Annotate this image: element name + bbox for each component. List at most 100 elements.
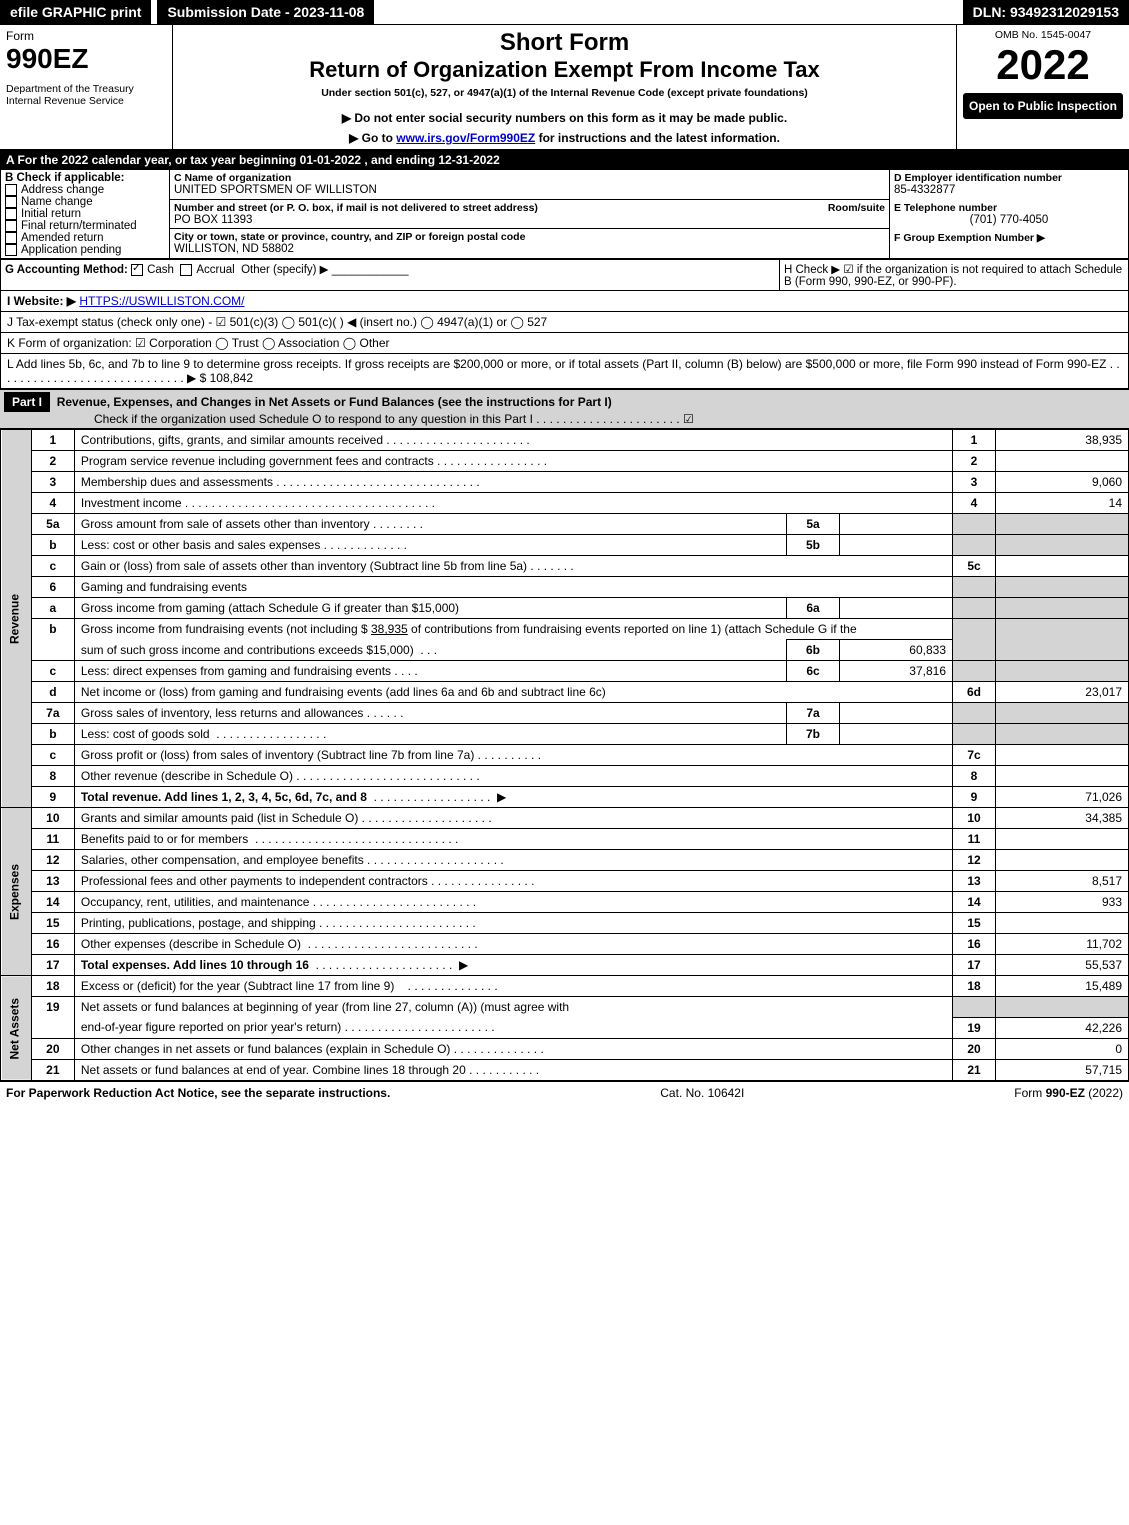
line-8-box: 8 xyxy=(953,766,996,787)
box-f-label: F Group Exemption Number ▶ xyxy=(894,232,1124,244)
footer-right-form: 990-EZ xyxy=(1046,1086,1085,1100)
line-6b-subval: 60,833 xyxy=(840,640,953,661)
line-5b-subbox: 5b xyxy=(787,535,840,556)
box-e-label: E Telephone number xyxy=(894,202,1124,214)
line-19-amount-shade xyxy=(996,997,1129,1018)
side-expenses: Expenses xyxy=(1,808,32,976)
line-6c-amount-shade xyxy=(996,661,1129,682)
line-1-box: 1 xyxy=(953,430,996,451)
line-20-amount: 0 xyxy=(996,1038,1129,1059)
line-6d-num: d xyxy=(31,682,74,703)
header-left: Form 990EZ Department of the Treasury In… xyxy=(0,25,173,149)
line-12-desc: Salaries, other compensation, and employ… xyxy=(74,850,952,871)
line-6b-desc2: sum of such gross income and contributio… xyxy=(74,640,786,661)
check-address-change[interactable]: Address change xyxy=(5,184,165,196)
line-g-label: G Accounting Method: xyxy=(5,264,128,276)
footer-mid: Cat. No. 10642I xyxy=(660,1086,744,1100)
box-def: D Employer identification number 85-4332… xyxy=(890,170,1129,259)
line-8-desc: Other revenue (describe in Schedule O) .… xyxy=(74,766,952,787)
check-label: Amended return xyxy=(21,232,103,244)
line-11-desc: Benefits paid to or for members . . . . … xyxy=(74,829,952,850)
line-6-box xyxy=(953,577,996,598)
line-7b-subbox: 7b xyxy=(787,724,840,745)
line-6b-num: b xyxy=(31,619,74,661)
room-label: Room/suite xyxy=(828,202,885,214)
header-center: Short Form Return of Organization Exempt… xyxy=(173,25,957,149)
check-final-return[interactable]: Final return/terminated xyxy=(5,220,165,232)
check-initial-return[interactable]: Initial return xyxy=(5,208,165,220)
line-9-amount: 71,026 xyxy=(996,787,1129,808)
check-accrual[interactable] xyxy=(180,264,192,276)
line-18-desc: Excess or (deficit) for the year (Subtra… xyxy=(74,976,952,997)
omb-number: OMB No. 1545-0047 xyxy=(963,29,1123,41)
line-6a-box xyxy=(953,598,996,619)
line-16-num: 16 xyxy=(31,934,74,955)
goto-pre: ▶ Go to xyxy=(349,131,396,145)
box-c-city-label: City or town, state or province, country… xyxy=(174,231,885,243)
line-2-box: 2 xyxy=(953,451,996,472)
line-7b-subval xyxy=(840,724,953,745)
check-label: Application pending xyxy=(21,244,121,256)
street-address: PO BOX 11393 xyxy=(174,214,252,226)
line-6a-subbox: 6a xyxy=(787,598,840,619)
line-5c-box: 5c xyxy=(953,556,996,577)
line-13-amount: 8,517 xyxy=(996,871,1129,892)
footer: For Paperwork Reduction Act Notice, see … xyxy=(0,1081,1129,1104)
box-c-name-label: C Name of organization xyxy=(174,172,885,184)
line-18-amount: 15,489 xyxy=(996,976,1129,997)
line-7a-box xyxy=(953,703,996,724)
part-1-check: Check if the organization used Schedule … xyxy=(94,412,694,426)
line-17-box: 17 xyxy=(953,955,996,976)
line-7a-amount xyxy=(996,703,1129,724)
check-name-change[interactable]: Name change xyxy=(5,196,165,208)
efile-label[interactable]: efile GRAPHIC print xyxy=(0,0,151,24)
line-14-amount: 933 xyxy=(996,892,1129,913)
line-9-box: 9 xyxy=(953,787,996,808)
line-6a-amount xyxy=(996,598,1129,619)
check-cash[interactable] xyxy=(131,264,143,276)
line-1-num: 1 xyxy=(31,430,74,451)
line-19-num: 19 xyxy=(31,997,74,1039)
line-6c-box xyxy=(953,661,996,682)
line-15-box: 15 xyxy=(953,913,996,934)
submission-date: Submission Date - 2023-11-08 xyxy=(157,0,374,24)
footer-right-post: (2022) xyxy=(1085,1086,1123,1100)
box-c-name: C Name of organization UNITED SPORTSMEN … xyxy=(170,170,890,200)
line-11-amount xyxy=(996,829,1129,850)
line-9-num: 9 xyxy=(31,787,74,808)
line-2-amount xyxy=(996,451,1129,472)
line-12-box: 12 xyxy=(953,850,996,871)
line-7a-subbox: 7a xyxy=(787,703,840,724)
check-label: Final return/terminated xyxy=(21,220,137,232)
line-6a-desc: Gross income from gaming (attach Schedul… xyxy=(74,598,786,619)
line-5c-amount xyxy=(996,556,1129,577)
line-5a-subbox: 5a xyxy=(787,514,840,535)
line-7c-desc: Gross profit or (loss) from sales of inv… xyxy=(74,745,952,766)
line-10-box: 10 xyxy=(953,808,996,829)
line-6b-amount-shade xyxy=(996,619,1129,661)
telephone: (701) 770-4050 xyxy=(894,214,1124,226)
irs-link[interactable]: www.irs.gov/Form990EZ xyxy=(396,131,535,145)
line-i: I Website: ▶ HTTPS://USWILLISTON.COM/ xyxy=(0,291,1129,312)
line-6d-box: 6d xyxy=(953,682,996,703)
line-10-num: 10 xyxy=(31,808,74,829)
line-6b-mid1: of contributions from fundraising events… xyxy=(408,622,857,636)
line-5b-subval xyxy=(840,535,953,556)
line-13-num: 13 xyxy=(31,871,74,892)
line-19-desc1: Net assets or fund balances at beginning… xyxy=(74,997,952,1018)
line-2-desc: Program service revenue including govern… xyxy=(74,451,952,472)
part-1-header: Part I Revenue, Expenses, and Changes in… xyxy=(0,389,1129,429)
website-link[interactable]: HTTPS://USWILLISTON.COM/ xyxy=(79,294,244,308)
line-7c-box: 7c xyxy=(953,745,996,766)
form-number: 990EZ xyxy=(6,43,166,75)
line-7a-subval xyxy=(840,703,953,724)
check-amended-return[interactable]: Amended return xyxy=(5,232,165,244)
line-6-desc: Gaming and fundraising events xyxy=(74,577,952,598)
line-k: K Form of organization: ☑ Corporation ◯ … xyxy=(0,333,1129,354)
line-3-amount: 9,060 xyxy=(996,472,1129,493)
line-16-desc: Other expenses (describe in Schedule O) … xyxy=(74,934,952,955)
line-5a-num: 5a xyxy=(31,514,74,535)
footer-left: For Paperwork Reduction Act Notice, see … xyxy=(6,1086,390,1100)
check-application-pending[interactable]: Application pending xyxy=(5,244,165,256)
line-4-amount: 14 xyxy=(996,493,1129,514)
